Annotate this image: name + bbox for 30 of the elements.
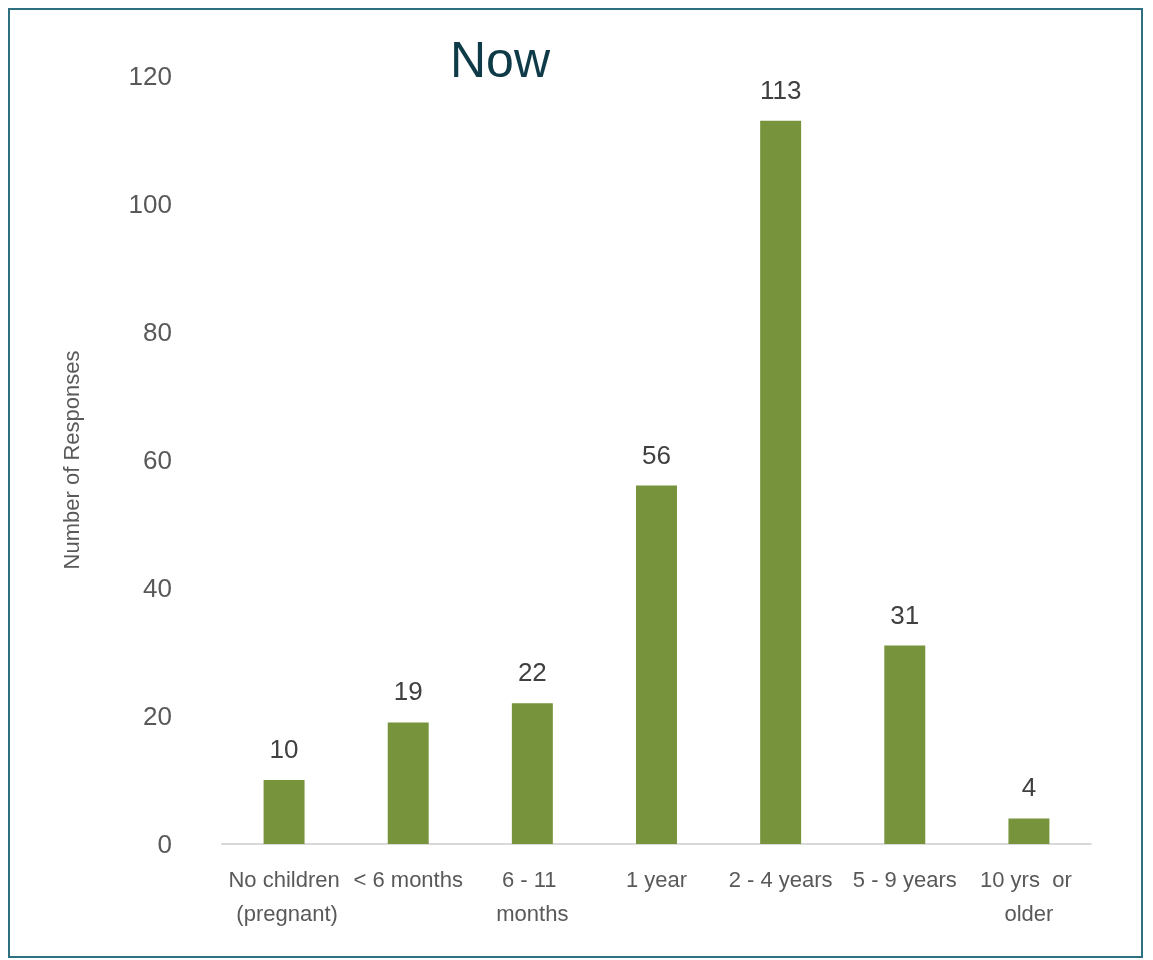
data-label: 22 bbox=[517, 657, 547, 688]
data-label: 4 bbox=[1021, 772, 1037, 803]
x-tick-label: No children (pregnant) bbox=[228, 866, 340, 926]
y-tick-label: 120 bbox=[128, 61, 172, 91]
y-tick-label: 20 bbox=[143, 701, 172, 731]
bar bbox=[636, 485, 677, 844]
y-tick-label: 0 bbox=[157, 829, 172, 859]
bar bbox=[511, 703, 553, 844]
y-tick-label: 100 bbox=[128, 189, 172, 219]
y-tick-label: 80 bbox=[143, 317, 172, 347]
data-label: 56 bbox=[642, 439, 671, 470]
x-tick-label: 1 year bbox=[625, 866, 688, 892]
data-label: 113 bbox=[759, 74, 802, 105]
x-tick-label: < 6 months bbox=[353, 866, 463, 892]
x-tick-label: 5 - 9 years bbox=[852, 866, 957, 892]
y-axis-title: Number of Responses bbox=[58, 350, 84, 570]
bar bbox=[263, 780, 305, 844]
bar bbox=[884, 645, 926, 844]
x-tick-label: 2 - 4 years bbox=[728, 866, 833, 892]
data-label: 10 bbox=[269, 734, 299, 764]
bar bbox=[760, 120, 802, 844]
x-tick-label: 6 - 11 months bbox=[496, 866, 569, 926]
y-tick-label: 40 bbox=[143, 573, 172, 603]
chart-title: Now bbox=[450, 32, 551, 88]
x-tick-label: 10 yrs or older bbox=[980, 866, 1078, 926]
y-tick-label: 60 bbox=[143, 445, 172, 475]
bar bbox=[387, 722, 429, 844]
data-label: 19 bbox=[393, 676, 423, 707]
bar bbox=[1008, 818, 1050, 844]
data-label: 31 bbox=[890, 599, 920, 630]
